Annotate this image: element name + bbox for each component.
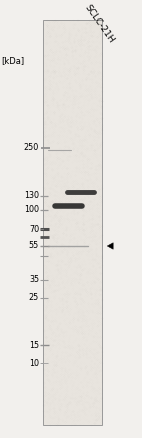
Polygon shape — [107, 243, 113, 249]
Text: 250: 250 — [24, 144, 39, 152]
Text: 35: 35 — [29, 276, 39, 285]
Text: 10: 10 — [29, 358, 39, 367]
Text: 130: 130 — [24, 191, 39, 201]
Bar — [43, 20, 102, 425]
Text: 55: 55 — [29, 241, 39, 251]
Text: [kDa]: [kDa] — [1, 56, 25, 65]
Text: 25: 25 — [29, 293, 39, 303]
Text: 15: 15 — [29, 340, 39, 350]
Text: SCLC-21H: SCLC-21H — [82, 4, 115, 45]
Text: 100: 100 — [24, 205, 39, 215]
Text: 70: 70 — [29, 225, 39, 233]
